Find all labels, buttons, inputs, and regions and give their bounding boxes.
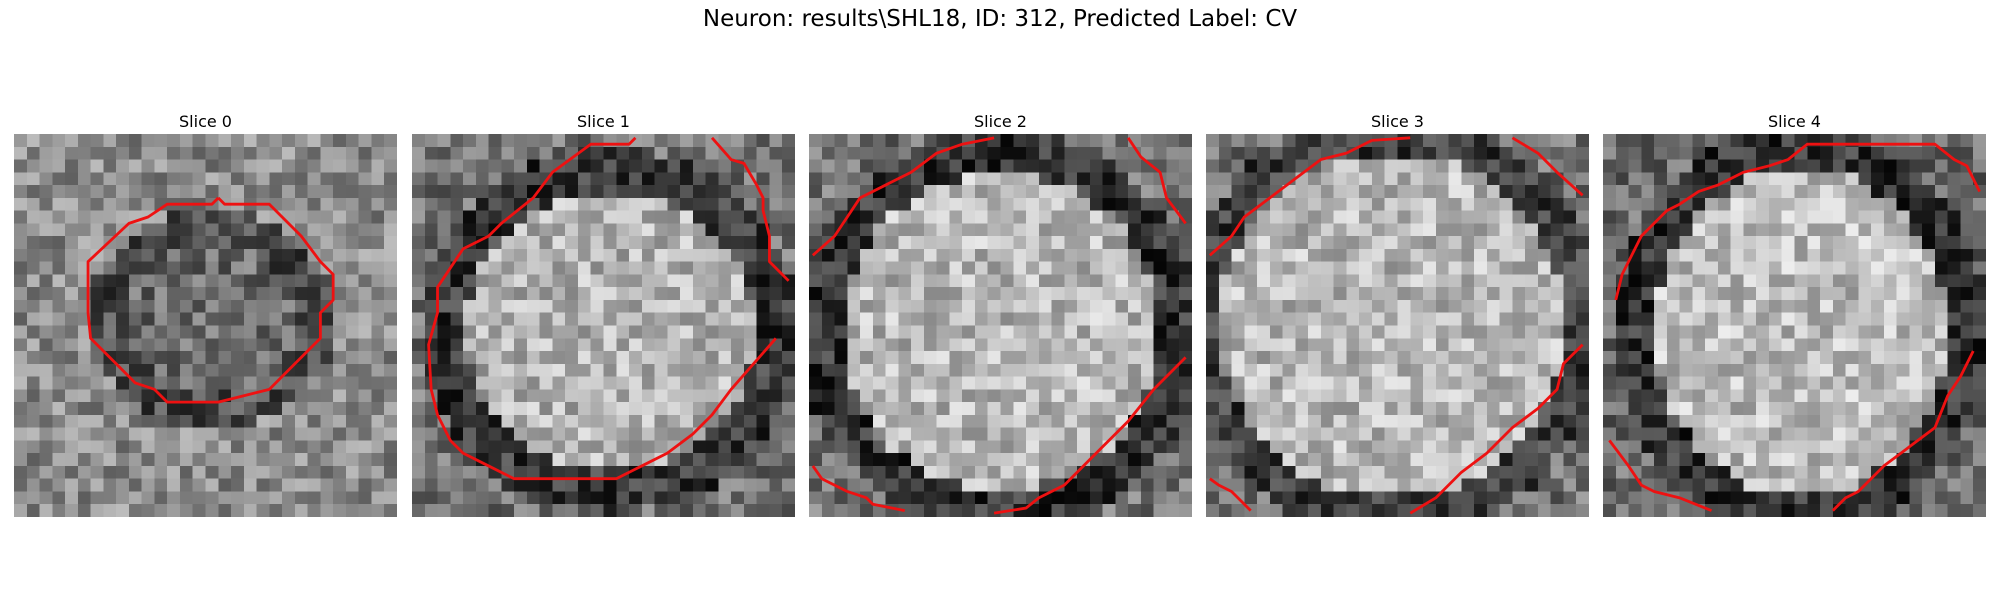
- slice-title-1: Slice 1: [577, 112, 630, 131]
- slice-title-4: Slice 4: [1768, 112, 1821, 131]
- contour-line: [1608, 439, 1713, 512]
- figure-title: Neuron: results\SHL18, ID: 312, Predicte…: [702, 6, 1298, 32]
- contour-line: [1831, 350, 1975, 512]
- slice-svg-1: [412, 134, 795, 517]
- contour-line: [1409, 343, 1584, 515]
- contour-line: [993, 356, 1187, 515]
- slice-title-0: Slice 0: [179, 112, 232, 131]
- slice-panel-1: Slice 1: [412, 110, 795, 517]
- slice-title-3: Slice 3: [1371, 112, 1424, 131]
- slice-svg-3: [1206, 134, 1589, 517]
- contour-line: [1614, 142, 1981, 301]
- slice-panel-4: Slice 4: [1603, 110, 1986, 517]
- slice-panel-3: Slice 3: [1206, 110, 1589, 517]
- pixel-grid: [412, 134, 795, 517]
- slice-image-4: [1603, 134, 1986, 517]
- contour-line: [1209, 477, 1252, 512]
- slice-image-1: [412, 134, 795, 517]
- slice-svg-0: [14, 134, 397, 517]
- slice-panel-0: Slice 0: [14, 110, 397, 517]
- contour-line: [710, 136, 790, 282]
- pixel-grid: [1206, 134, 1589, 517]
- slice-image-3: [1206, 134, 1589, 517]
- slice-panel-2: Slice 2: [809, 110, 1192, 517]
- contour-line: [86, 196, 335, 404]
- slice-title-2: Slice 2: [974, 112, 1027, 131]
- slice-image-2: [809, 134, 1192, 517]
- contour-line: [1208, 136, 1411, 257]
- pixel-grid: [1603, 134, 1986, 517]
- contour-line: [811, 136, 995, 257]
- slice-svg-4: [1603, 134, 1986, 517]
- contour-line: [1511, 136, 1584, 197]
- pixel-grid: [14, 134, 397, 517]
- contour-line: [427, 136, 777, 481]
- pixel-grid: [809, 134, 1192, 517]
- contour-line: [1126, 137, 1187, 225]
- contour-line: [811, 465, 906, 512]
- slice-image-0: [14, 134, 397, 517]
- slice-svg-2: [809, 134, 1192, 517]
